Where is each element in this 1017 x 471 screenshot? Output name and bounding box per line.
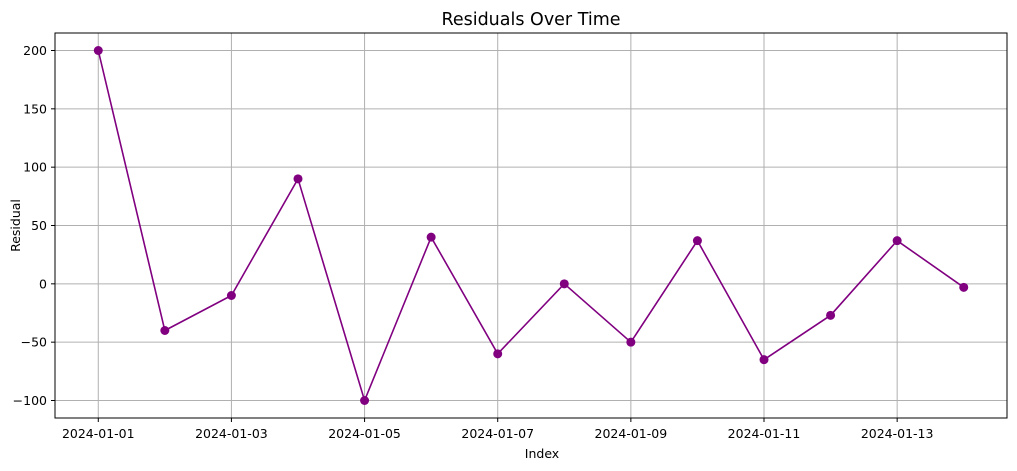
- x-tick-label: 2024-01-07: [461, 426, 534, 441]
- y-axis-label: Residual: [8, 199, 23, 252]
- x-tick-label: 2024-01-03: [195, 426, 268, 441]
- data-point: [959, 282, 969, 292]
- x-tick-label: 2024-01-11: [728, 426, 801, 441]
- x-axis-label: Index: [525, 446, 559, 461]
- data-point: [759, 355, 769, 365]
- series-group: [93, 46, 969, 405]
- data-point: [226, 291, 236, 300]
- x-axis-ticks: 2024-01-01 2024-01-03 2024-01-05 2024-01-07…: [62, 418, 934, 441]
- y-tick-label: −100: [13, 393, 47, 408]
- x-tick-label: 2024-01-01: [62, 426, 135, 441]
- data-point: [493, 349, 503, 359]
- series-line: [97, 50, 965, 403]
- y-gridlines: [55, 50, 1007, 401]
- chart-title: Residuals Over Time: [441, 10, 620, 30]
- data-point: [559, 279, 569, 289]
- x-tick-label: 2024-01-09: [595, 426, 668, 441]
- y-tick-label: 0: [39, 276, 47, 291]
- data-point: [892, 236, 902, 246]
- y-tick-label: −50: [21, 335, 47, 350]
- data-point: [826, 310, 836, 320]
- data-point: [93, 46, 103, 55]
- data-point: [293, 174, 303, 184]
- y-tick-label: 100: [23, 160, 47, 175]
- data-point: [160, 326, 170, 335]
- y-axis-ticks: −100 −50 0 50 100 150 200: [13, 43, 55, 408]
- y-tick-label: 50: [31, 218, 47, 233]
- y-tick-label: 200: [23, 43, 47, 58]
- x-tick-label: 2024-01-13: [861, 426, 934, 441]
- data-point: [692, 236, 702, 246]
- data-point: [626, 337, 636, 347]
- data-point: [426, 232, 436, 242]
- data-point: [360, 396, 370, 405]
- y-tick-label: 150: [23, 101, 47, 116]
- x-tick-label: 2024-01-05: [328, 426, 401, 441]
